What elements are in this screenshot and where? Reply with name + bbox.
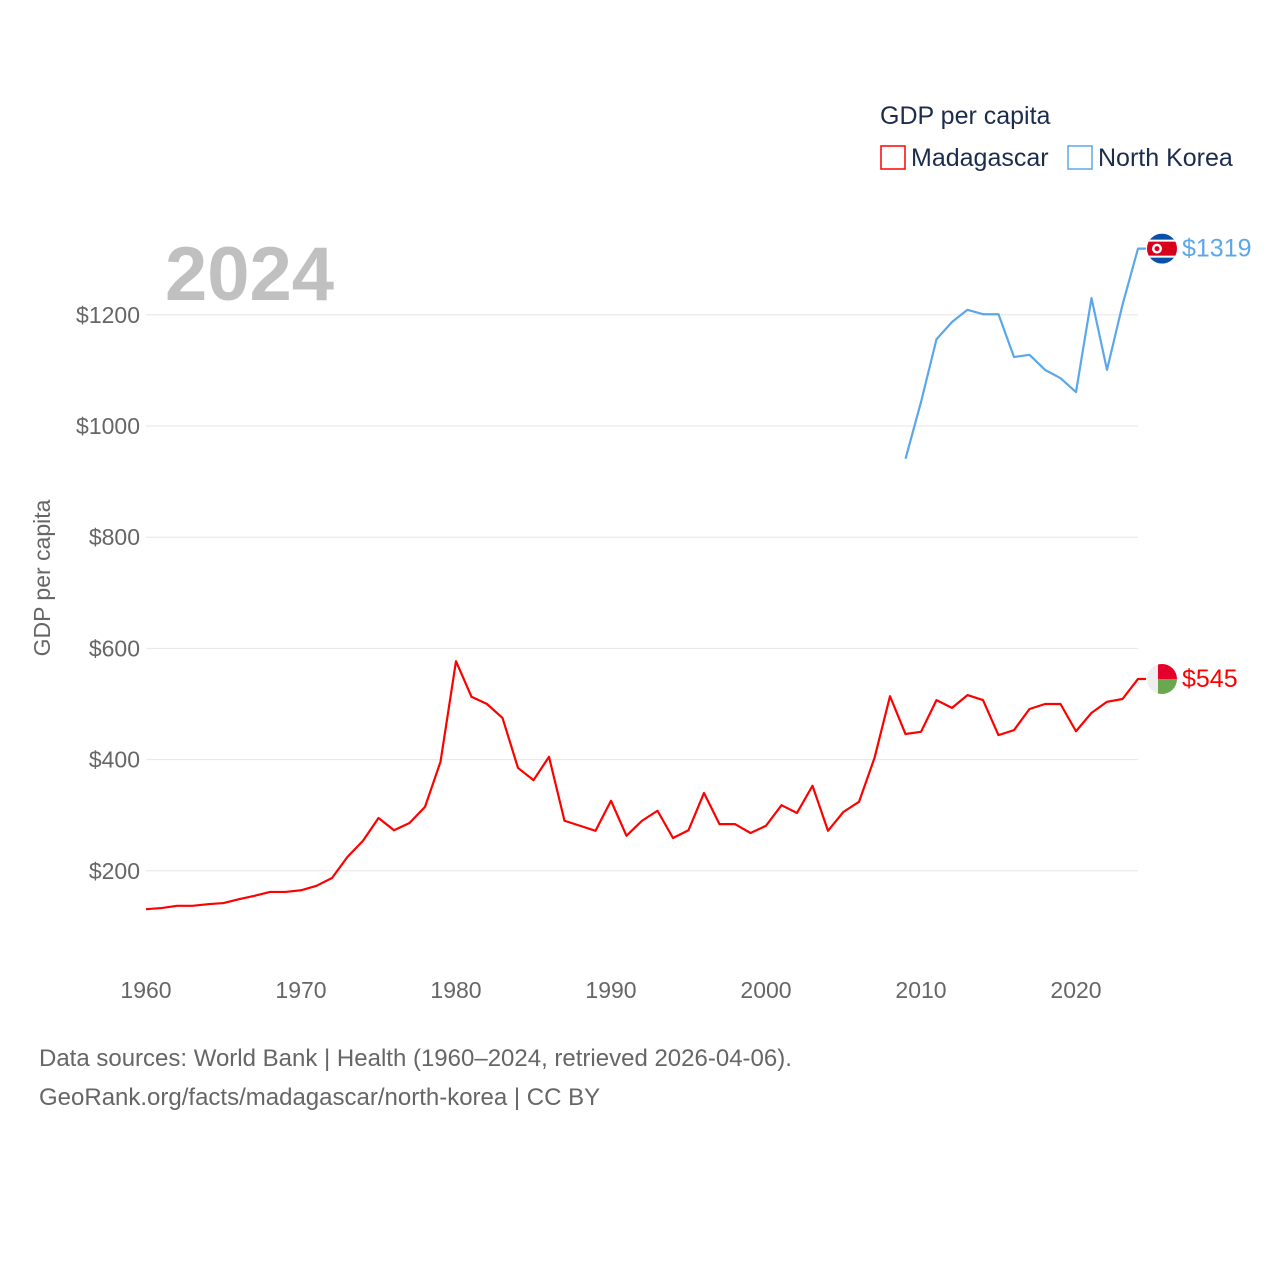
x-tick-label: 1960: [120, 977, 171, 1003]
year-watermark: 2024: [165, 232, 334, 317]
x-tick-label: 2010: [895, 977, 946, 1003]
y-tick-label: $1200: [76, 302, 140, 328]
legend-swatch-north-korea: [1067, 145, 1093, 170]
legend-label: North Korea: [1098, 144, 1233, 172]
y-tick-label: $200: [89, 858, 140, 884]
x-tick-label: 1970: [275, 977, 326, 1003]
y-tick-label: $800: [89, 524, 140, 550]
flag-star: [1154, 246, 1160, 252]
flag-body: [1147, 663, 1177, 694]
series-line-north-korea: [904, 247, 1146, 460]
legend-swatch-madagascar: [880, 145, 906, 170]
x-tick-label: 1980: [430, 977, 481, 1003]
north-korea-flag-icon: [1147, 233, 1177, 264]
legend-label: Madagascar: [911, 144, 1049, 172]
legend-item-madagascar[interactable]: Madagascar: [880, 144, 1049, 172]
y-axis-ticks: $200 $400 $600 $800 $1000 $1200: [76, 302, 140, 884]
x-tick-label: 2000: [740, 977, 791, 1003]
flag-body: [1147, 233, 1177, 264]
madagascar-flag-icon: [1147, 663, 1177, 694]
x-tick-label: 1990: [585, 977, 636, 1003]
gridlines: [146, 314, 1138, 872]
y-axis-label: GDP per capita: [29, 499, 55, 656]
y-tick-label: $1000: [76, 413, 140, 439]
series-lines: [145, 247, 1146, 911]
footer-link[interactable]: GeoRank.org/facts/madagascar/north-korea…: [39, 1084, 601, 1111]
series-end-labels: $545 $1319: [1147, 233, 1252, 694]
legend-title: GDP per capita: [880, 102, 1051, 130]
y-tick-label: $400: [89, 747, 140, 773]
end-value-label: $545: [1182, 665, 1238, 693]
x-tick-label: 2020: [1050, 977, 1101, 1003]
legend-item-north-korea[interactable]: North Korea: [1067, 144, 1233, 172]
flag-green: [1158, 678, 1177, 694]
end-value-label: $1319: [1182, 235, 1252, 263]
flag-red: [1158, 663, 1177, 679]
x-axis-ticks: 1960 1970 1980 1990 2000 2010 2020: [120, 977, 1101, 1003]
footer-sources: Data sources: World Bank | Health (1960–…: [39, 1045, 792, 1072]
series-line-madagascar: [145, 660, 1146, 911]
y-tick-label: $600: [89, 635, 140, 661]
